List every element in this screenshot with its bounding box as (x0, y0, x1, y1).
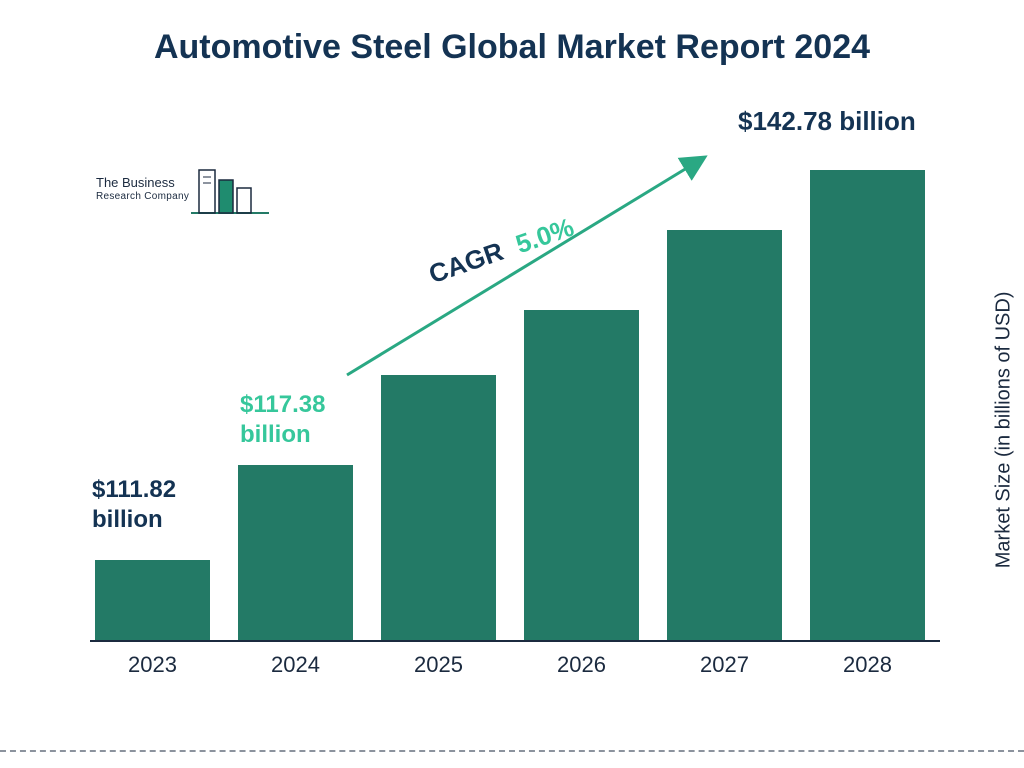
xlabel-2028: 2028 (810, 652, 925, 678)
callout-2024-value: $117.38 (240, 390, 325, 420)
bar-2024 (238, 465, 353, 640)
callout-2023: $111.82 billion (92, 475, 176, 535)
bar-2028 (810, 170, 925, 640)
xlabel-2025: 2025 (381, 652, 496, 678)
bar-2027 (667, 230, 782, 640)
xlabel-2027: 2027 (667, 652, 782, 678)
bar-2023 (95, 560, 210, 640)
xlabel-2026: 2026 (524, 652, 639, 678)
y-axis-label: Market Size (in billions of USD) (993, 292, 1016, 569)
xlabel-2023: 2023 (95, 652, 210, 678)
bar-2025 (381, 375, 496, 640)
bar-2026 (524, 310, 639, 640)
callout-2023-value: $111.82 (92, 475, 176, 505)
callout-2024-unit: billion (240, 420, 325, 450)
bar-chart: 2023 2024 2025 2026 2027 2028 (90, 120, 940, 680)
callout-2024: $117.38 billion (240, 390, 325, 450)
footer-divider (0, 750, 1024, 752)
callout-2023-unit: billion (92, 505, 176, 535)
x-axis-line (90, 640, 940, 642)
callout-2028: $142.78 billion (738, 105, 916, 138)
xlabel-2024: 2024 (238, 652, 353, 678)
chart-title: Automotive Steel Global Market Report 20… (0, 28, 1024, 67)
